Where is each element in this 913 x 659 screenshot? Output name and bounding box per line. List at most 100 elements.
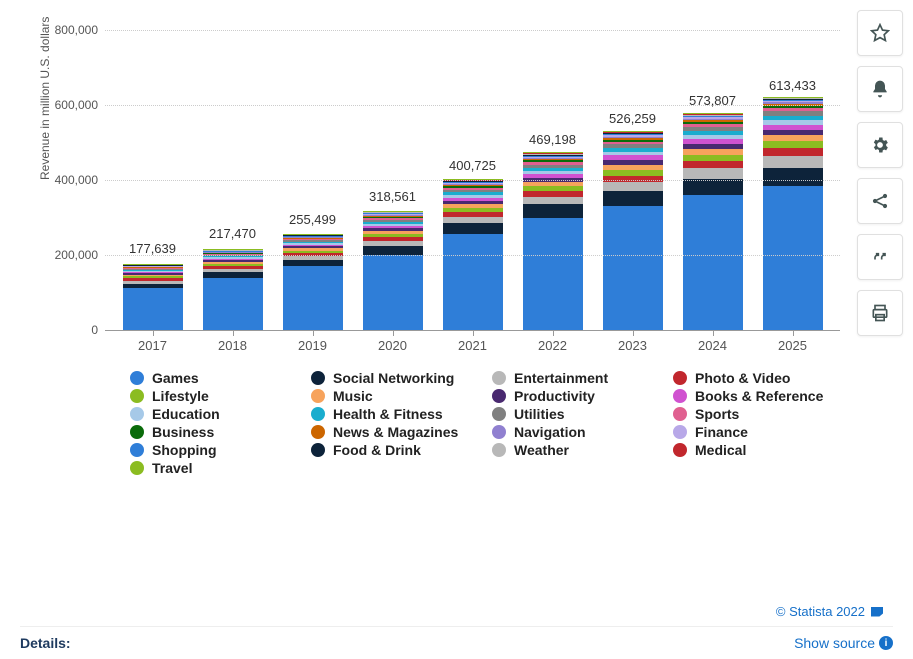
legend-item[interactable]: Books & Reference <box>673 388 850 404</box>
legend: Games Social Networking Entertainment Photo… <box>130 370 850 476</box>
bar-segment <box>283 245 343 247</box>
bar-segment <box>363 222 423 224</box>
bar-segment <box>443 183 503 184</box>
legend-item[interactable]: Entertainment <box>492 370 669 386</box>
bar-segment <box>443 198 503 201</box>
legend-item[interactable]: Utilities <box>492 406 669 422</box>
legend-label: Navigation <box>514 424 586 440</box>
bar-segment <box>203 250 263 251</box>
legend-swatch <box>311 389 325 403</box>
share-button[interactable] <box>857 178 903 224</box>
legend-item[interactable]: Medical <box>673 442 850 458</box>
bar-segment <box>123 281 183 284</box>
bar-segment <box>603 160 663 165</box>
bar-segment <box>363 220 423 222</box>
legend-label: Books & Reference <box>695 388 823 404</box>
legend-item[interactable]: Weather <box>492 442 669 458</box>
bar-segment <box>683 119 743 120</box>
legend-item[interactable]: Business <box>130 424 307 440</box>
bar-segment <box>123 288 183 330</box>
bar-segment <box>523 152 583 153</box>
legend-swatch <box>130 425 144 439</box>
bar-group[interactable]: 255,499 <box>283 234 343 330</box>
bar-segment <box>123 268 183 269</box>
bar-segment <box>283 260 343 266</box>
legend-item[interactable]: Finance <box>673 424 850 440</box>
bar-segment <box>363 211 423 212</box>
gridline <box>105 30 840 31</box>
legend-item[interactable]: Health & Fitness <box>311 406 488 422</box>
bar-total-label: 255,499 <box>289 212 336 227</box>
bar-segment <box>283 238 343 239</box>
legend-swatch <box>673 371 687 385</box>
legend-item[interactable]: Social Networking <box>311 370 488 386</box>
legend-item[interactable]: Photo & Video <box>673 370 850 386</box>
bar-segment <box>283 234 343 235</box>
bar-segment <box>363 224 423 226</box>
legend-item[interactable]: Lifestyle <box>130 388 307 404</box>
legend-item[interactable]: Travel <box>130 460 307 476</box>
legend-item[interactable]: News & Magazines <box>311 424 488 440</box>
bar-group[interactable]: 573,807 <box>683 115 743 330</box>
legend-item[interactable]: Food & Drink <box>311 442 488 458</box>
legend-item[interactable]: Shopping <box>130 442 307 458</box>
bar-group[interactable]: 217,470 <box>203 248 263 330</box>
bar-segment <box>443 234 503 330</box>
bar-segment <box>203 252 263 253</box>
legend-item[interactable]: Education <box>130 406 307 422</box>
bar-segment <box>363 214 423 215</box>
bar-segment <box>203 264 263 266</box>
gear-button[interactable] <box>857 122 903 168</box>
quote-button[interactable] <box>857 234 903 280</box>
bar-segment <box>603 134 663 135</box>
bell-button[interactable] <box>857 66 903 112</box>
legend-item[interactable]: Games <box>130 370 307 386</box>
bar-segment <box>603 170 663 176</box>
bar-segment <box>443 217 503 223</box>
bar-segment <box>763 102 823 103</box>
bar-segment <box>683 139 743 144</box>
bar-segment <box>683 135 743 139</box>
bar-segment <box>683 161 743 169</box>
print-button[interactable] <box>857 290 903 336</box>
bar-segment <box>123 276 183 278</box>
bar-group[interactable]: 526,259 <box>603 133 663 330</box>
bar-segment <box>283 256 343 260</box>
y-tick-label: 0 <box>91 323 98 337</box>
bar-segment <box>683 115 743 116</box>
bar-group[interactable]: 177,639 <box>123 263 183 330</box>
bar-segment <box>203 252 263 253</box>
legend-swatch <box>492 407 506 421</box>
legend-item[interactable]: Productivity <box>492 388 669 404</box>
details-label[interactable]: Details: <box>20 635 71 651</box>
legend-item[interactable]: Navigation <box>492 424 669 440</box>
x-tick <box>553 330 554 336</box>
legend-item[interactable]: Sports <box>673 406 850 422</box>
star-button[interactable] <box>857 10 903 56</box>
bar-segment <box>763 100 823 101</box>
bar-segment <box>443 204 503 208</box>
legend-item[interactable]: Music <box>311 388 488 404</box>
bar-segment <box>283 236 343 237</box>
legend-label: Travel <box>152 460 192 476</box>
show-source-link[interactable]: Show source i <box>794 635 893 651</box>
legend-label: Entertainment <box>514 370 608 386</box>
bar-segment <box>443 192 503 195</box>
bar-segment <box>603 132 663 133</box>
legend-label: Photo & Video <box>695 370 790 386</box>
bar-group[interactable]: 613,433 <box>763 100 823 330</box>
bar-segment <box>203 251 263 252</box>
y-axis-label: Revenue in million U.S. dollars <box>38 17 52 180</box>
copyright-text: © Statista 2022 <box>776 604 865 619</box>
bar-group[interactable]: 318,561 <box>363 211 423 330</box>
legend-label: Games <box>152 370 199 386</box>
bar-segment <box>123 269 183 270</box>
x-tick <box>793 330 794 336</box>
bar-segment <box>203 257 263 258</box>
bar-segment <box>763 97 823 98</box>
bar-segment <box>283 251 343 254</box>
copyright[interactable]: © Statista 2022 <box>776 604 883 619</box>
bar-segment <box>603 191 663 206</box>
bar-segment <box>363 231 423 234</box>
bar-segment <box>603 135 663 136</box>
